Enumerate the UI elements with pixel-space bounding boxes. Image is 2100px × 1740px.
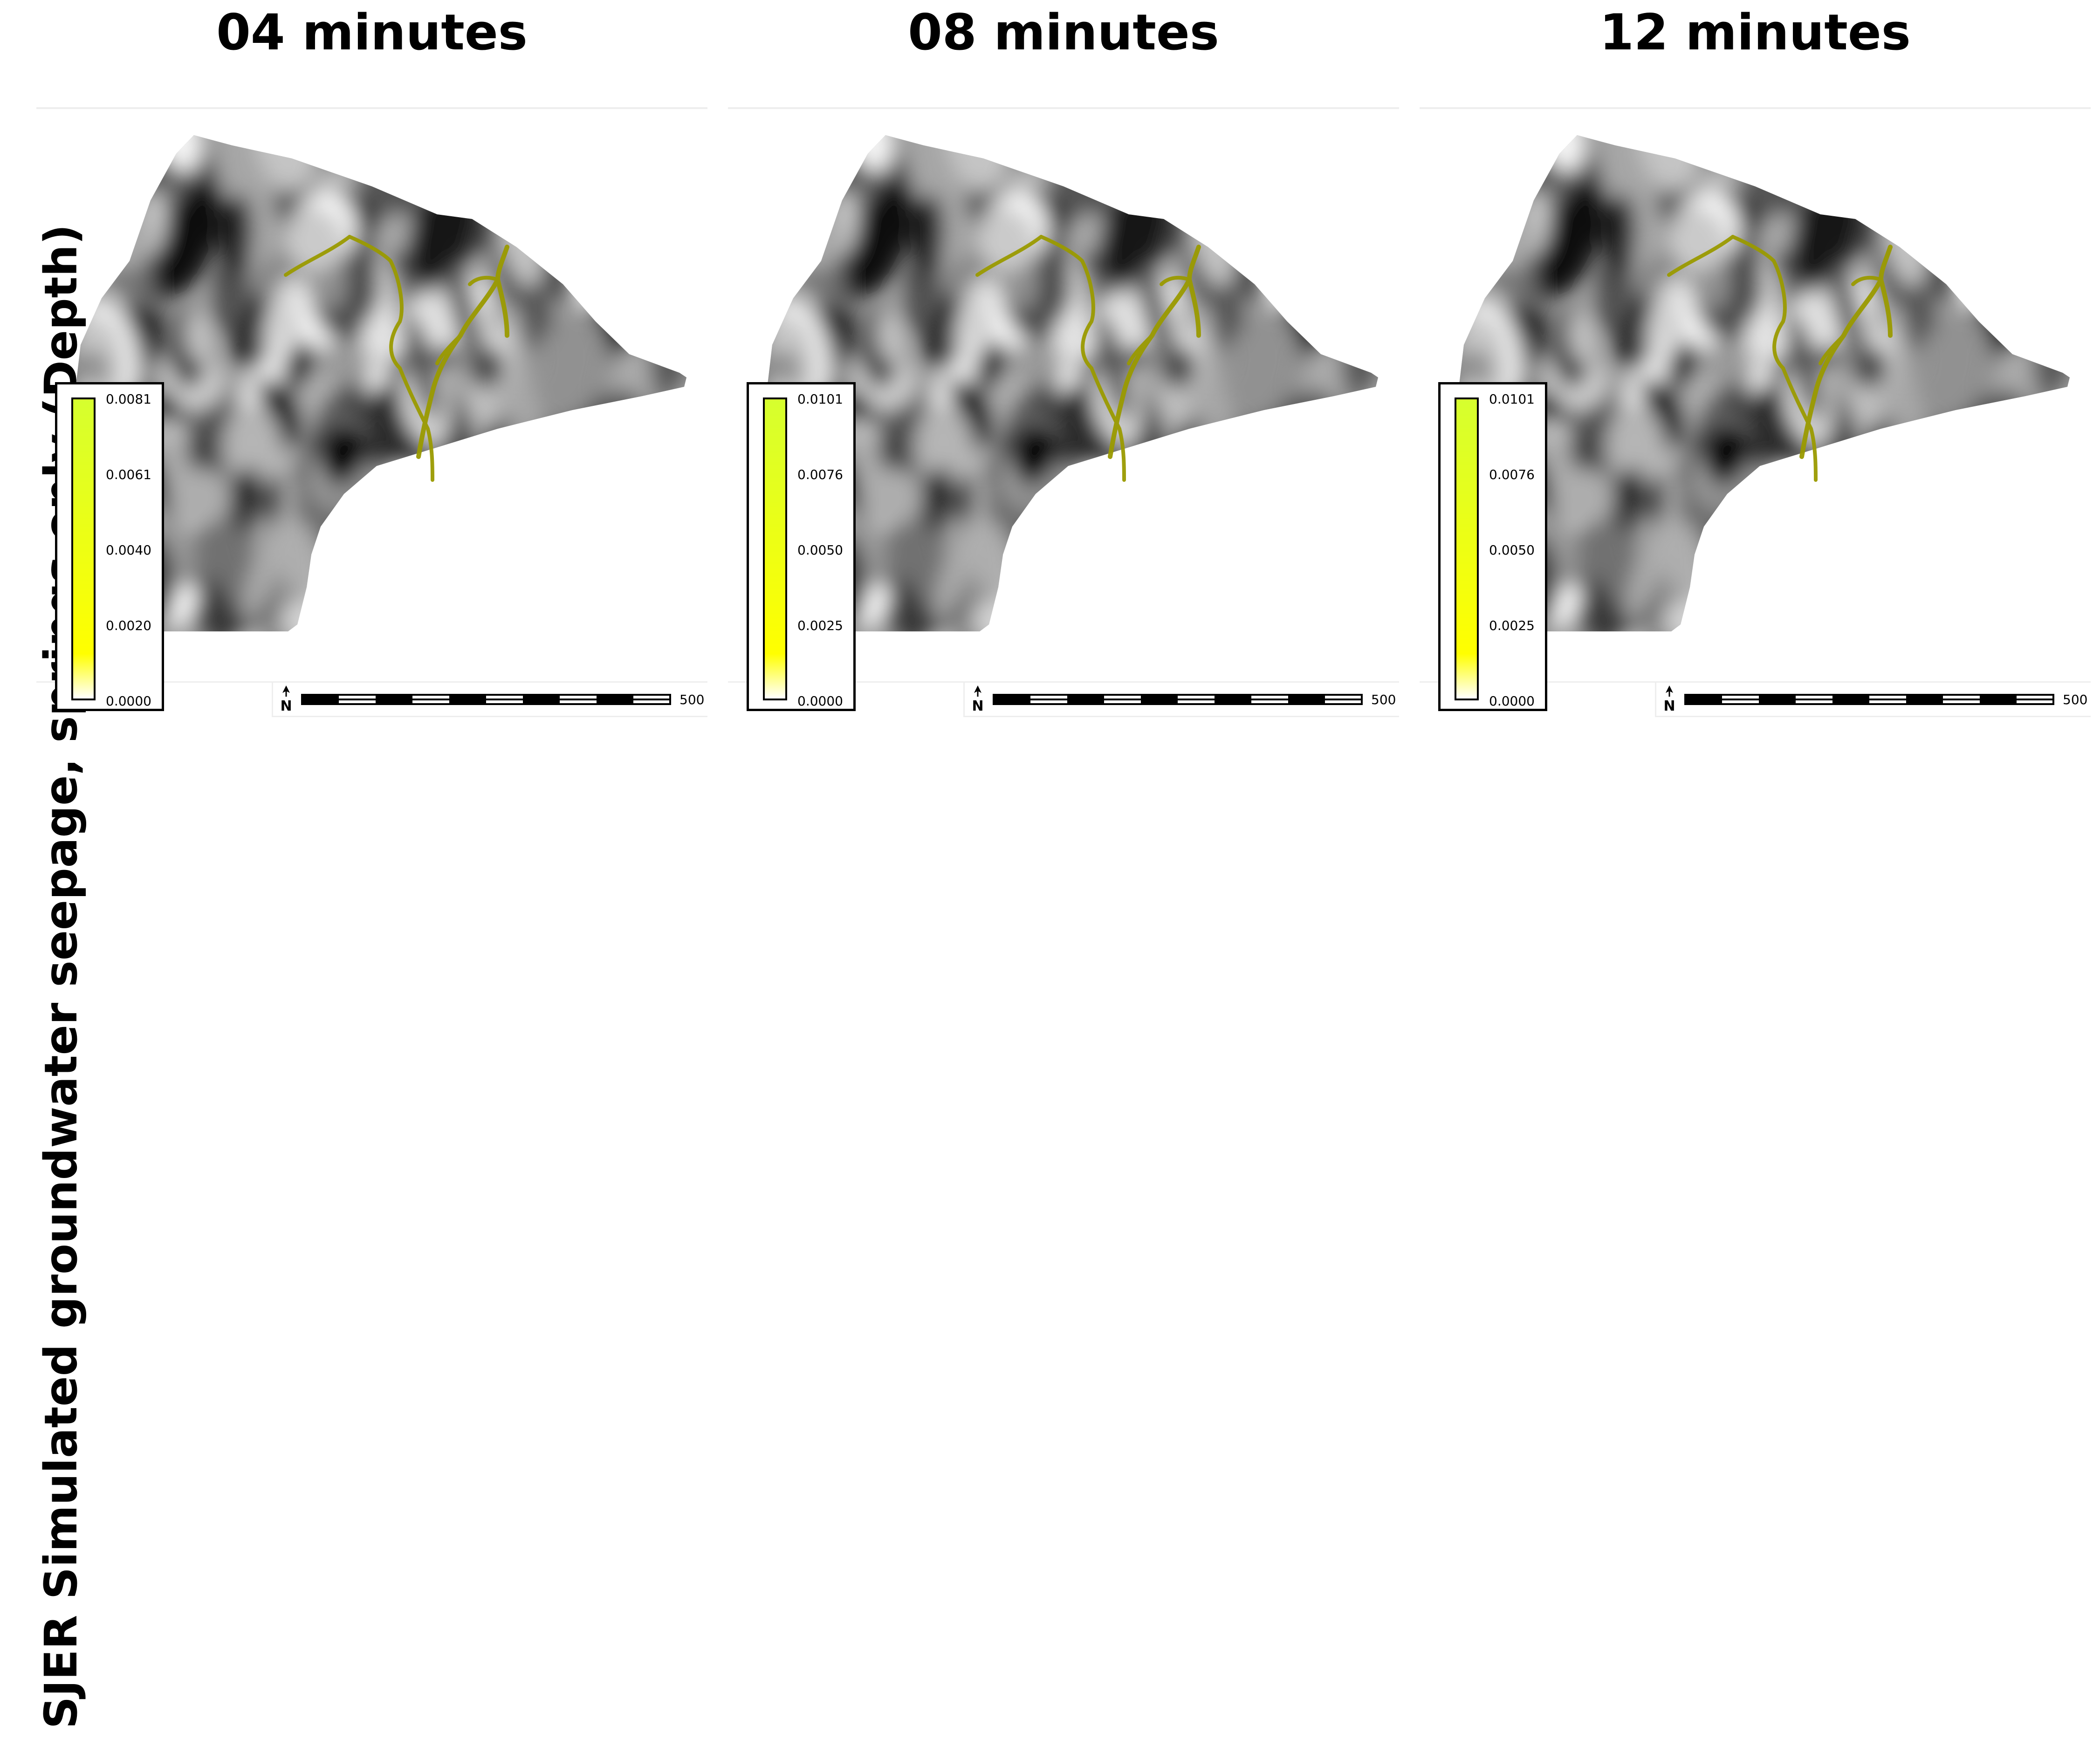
stream-network: [284, 235, 509, 482]
stream-segment-2: [975, 235, 1043, 277]
legend: 0.0081 0.0061 0.0040 0.0020 0.0000: [55, 382, 164, 711]
legend-colorbar: [1455, 397, 1479, 700]
stream-segment-6: [468, 275, 500, 286]
legend: 0.0101 0.0076 0.0050 0.0025 0.0000: [1438, 382, 1547, 711]
legend-tick-1: 0.0101: [797, 391, 843, 407]
stream-segment-3: [1772, 320, 1818, 482]
north-arrow-icon: N: [972, 685, 984, 713]
scalebar: N 500: [963, 682, 1399, 717]
stream-segment-7: [1819, 334, 1846, 365]
scale-label: 500: [1371, 692, 1396, 707]
north-label: N: [280, 698, 292, 713]
stream-segment-3: [389, 320, 434, 482]
legend-tick-5: 0.0000: [106, 693, 151, 709]
stream-segment-7: [435, 334, 462, 365]
legend-tick-5: 0.0000: [797, 693, 843, 709]
stream-segment-5: [1187, 277, 1201, 338]
stream-segment-7: [1127, 334, 1154, 365]
stream-segment-2: [1667, 235, 1735, 277]
stream-segment-2: [284, 235, 351, 277]
legend-tick-4: 0.0025: [1489, 618, 1535, 633]
scalebar: N 500: [272, 682, 707, 717]
stream-network: [1667, 235, 1893, 482]
stream-network: [975, 235, 1201, 482]
legend-colorbar: [71, 397, 96, 700]
north-arrow-icon: N: [1663, 685, 1675, 713]
legend-tick-2: 0.0076: [1489, 467, 1535, 482]
north-label: N: [972, 698, 983, 713]
legend-tick-3: 0.0050: [1489, 542, 1535, 558]
panel-title: 08 minutes: [908, 4, 1219, 61]
map-panel-08: 08 minutes 0.0101 0.0076 0.0050 0.0025 0…: [728, 0, 1399, 727]
scale-bar-graphic: [301, 694, 671, 705]
scale-label: 500: [2063, 692, 2088, 707]
map-panel-04: 04 minutes 0.0081 0.0061 0.0040 0.0020 0…: [36, 0, 707, 727]
panel-bottom-divider: [728, 681, 1399, 683]
stream-segment-1: [1731, 235, 1787, 323]
north-label: N: [1663, 698, 1675, 713]
stream-segment-3: [1081, 320, 1126, 482]
legend-tick-3: 0.0050: [797, 542, 843, 558]
scale-bar-graphic: [1684, 694, 2054, 705]
map-canvas: [69, 135, 686, 631]
north-arrow-icon: N: [280, 685, 292, 713]
stream-segment-5: [1879, 277, 1893, 338]
legend-tick-4: 0.0025: [797, 618, 843, 633]
panel-top-divider: [1420, 107, 2091, 109]
legend-tick-4: 0.0020: [106, 618, 151, 633]
scalebar: N 500: [1655, 682, 2091, 717]
panel-top-divider: [728, 107, 1399, 109]
panel-top-divider: [36, 107, 707, 109]
stream-segment-6: [1160, 275, 1191, 286]
legend-colorbar: [763, 397, 787, 700]
legend-tick-2: 0.0061: [106, 467, 151, 482]
stream-segment-5: [495, 277, 509, 338]
stream-segment-6: [1851, 275, 1883, 286]
stream-segment-1: [348, 235, 404, 323]
panel-title: 12 minutes: [1599, 4, 1911, 61]
legend-tick-2: 0.0076: [797, 467, 843, 482]
scale-bar-graphic: [993, 694, 1363, 705]
scale-label: 500: [679, 692, 705, 707]
legend-tick-5: 0.0000: [1489, 693, 1535, 709]
stream-segment-1: [1039, 235, 1095, 323]
legend: 0.0101 0.0076 0.0050 0.0025 0.0000: [747, 382, 856, 711]
panel-title: 04 minutes: [216, 4, 528, 61]
panel-bottom-divider: [1420, 681, 2091, 683]
map-panel-12: 12 minutes 0.0101 0.0076 0.0050 0.0025 0…: [1420, 0, 2091, 727]
legend-tick-1: 0.0081: [106, 391, 151, 407]
map-canvas: [761, 135, 1378, 631]
panel-bottom-divider: [36, 681, 707, 683]
legend-tick-1: 0.0101: [1489, 391, 1535, 407]
legend-tick-3: 0.0040: [106, 542, 151, 558]
